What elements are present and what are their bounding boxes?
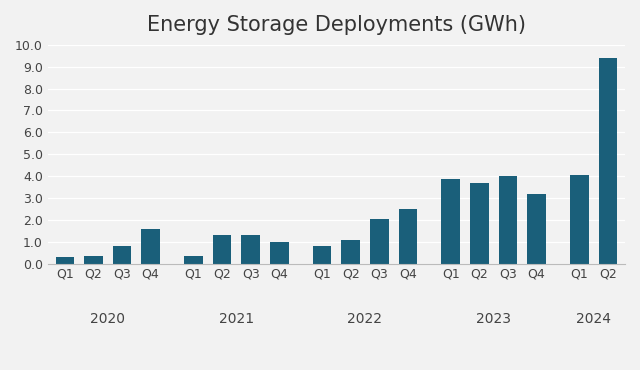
Bar xyxy=(570,175,589,263)
Bar xyxy=(184,256,203,263)
Text: 2023: 2023 xyxy=(476,312,511,326)
Bar xyxy=(113,246,131,263)
Bar xyxy=(598,58,617,263)
Bar xyxy=(470,183,488,263)
Bar xyxy=(499,176,517,263)
Bar xyxy=(141,229,160,263)
Bar xyxy=(442,179,460,263)
Bar xyxy=(241,235,260,263)
Bar xyxy=(399,209,417,263)
Bar xyxy=(313,246,332,263)
Bar xyxy=(212,235,231,263)
Text: 2022: 2022 xyxy=(348,312,383,326)
Bar xyxy=(270,242,289,263)
Text: 2024: 2024 xyxy=(576,312,611,326)
Bar xyxy=(527,194,546,263)
Bar xyxy=(341,240,360,263)
Bar xyxy=(84,256,103,263)
Bar xyxy=(56,258,74,263)
Title: Energy Storage Deployments (GWh): Energy Storage Deployments (GWh) xyxy=(147,15,526,35)
Bar xyxy=(370,219,388,263)
Text: 2021: 2021 xyxy=(219,312,254,326)
Text: 2020: 2020 xyxy=(90,312,125,326)
